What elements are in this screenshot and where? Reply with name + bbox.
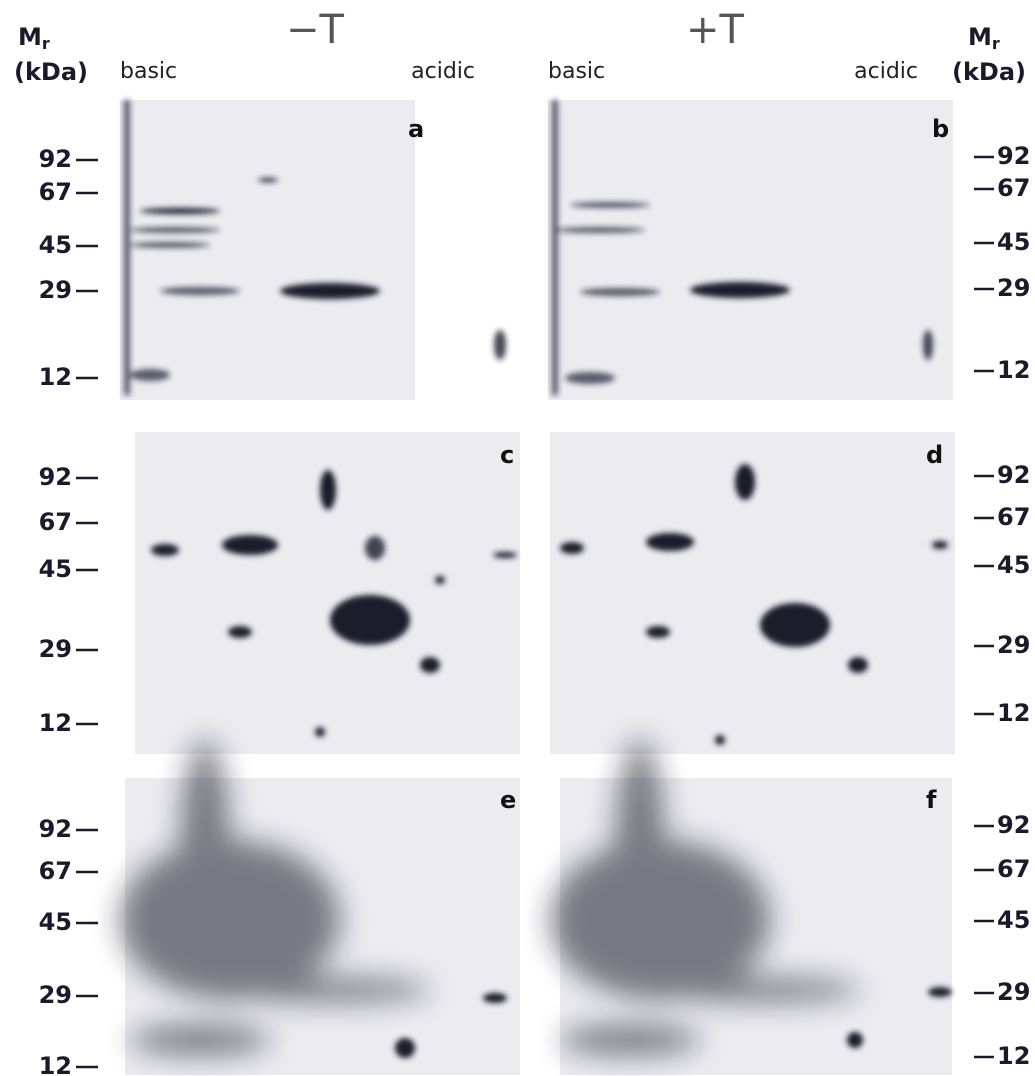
marker-label: 45 xyxy=(39,555,72,583)
panel-letter: e xyxy=(500,786,516,814)
marker-label: 12 xyxy=(997,699,1030,727)
gel xyxy=(120,100,415,400)
panel-letter: c xyxy=(500,441,514,469)
marker-label: 92 xyxy=(39,145,72,173)
marker-label: 45 xyxy=(39,908,72,936)
axis-symbol: Mr xyxy=(968,23,1000,53)
marker-label: 29 xyxy=(39,276,72,304)
marker-label: 67 xyxy=(997,503,1030,531)
condition-label: +T xyxy=(686,7,745,53)
marker-label: 92 xyxy=(39,463,72,491)
basic-label: basic xyxy=(548,59,605,84)
acidic-label: acidic xyxy=(854,59,918,84)
gel xyxy=(548,100,953,400)
marker-label: 29 xyxy=(39,981,72,1009)
mr-symbol: M xyxy=(18,23,42,51)
marker-label: 92 xyxy=(997,461,1030,489)
axis-symbol: Mr xyxy=(18,23,50,53)
marker-label: 45 xyxy=(39,231,72,259)
marker-label: 67 xyxy=(39,178,72,206)
marker-label: 92 xyxy=(997,811,1030,839)
marker-label: 12 xyxy=(39,1052,72,1076)
marker-label: 29 xyxy=(39,635,72,663)
marker-label: 45 xyxy=(997,906,1030,934)
panel-letter: d xyxy=(926,441,943,469)
marker-label: 92 xyxy=(997,142,1030,170)
marker-label: 29 xyxy=(997,631,1030,659)
gel-spots xyxy=(124,100,952,1058)
panel-letter: a xyxy=(408,115,424,143)
marker-label: 45 xyxy=(997,228,1030,256)
mr-subscript: r xyxy=(992,34,1000,53)
marker-label: 12 xyxy=(997,1042,1030,1070)
acidic-label: acidic xyxy=(411,59,475,84)
marker-label: 67 xyxy=(997,855,1030,883)
panel-letter: f xyxy=(926,786,937,814)
gel-smears xyxy=(120,740,860,1055)
marker-label: 12 xyxy=(39,709,72,737)
axis-unit: (kDa) xyxy=(14,58,88,86)
marker-label: 67 xyxy=(39,508,72,536)
marker-label: 12 xyxy=(39,363,72,391)
marker-label: 29 xyxy=(997,274,1030,302)
mr-symbol: M xyxy=(968,23,992,51)
panel-letter: b xyxy=(932,115,949,143)
marker-label: 67 xyxy=(997,174,1030,202)
basic-label: basic xyxy=(120,59,177,84)
marker-label: 45 xyxy=(997,551,1030,579)
marker-label: 67 xyxy=(39,857,72,885)
mr-subscript: r xyxy=(42,34,50,53)
marker-label: 92 xyxy=(39,815,72,843)
marker-label: 12 xyxy=(997,356,1030,384)
axis-unit: (kDa) xyxy=(952,58,1026,86)
condition-label: −T xyxy=(286,7,345,53)
marker-label: 29 xyxy=(997,978,1030,1006)
